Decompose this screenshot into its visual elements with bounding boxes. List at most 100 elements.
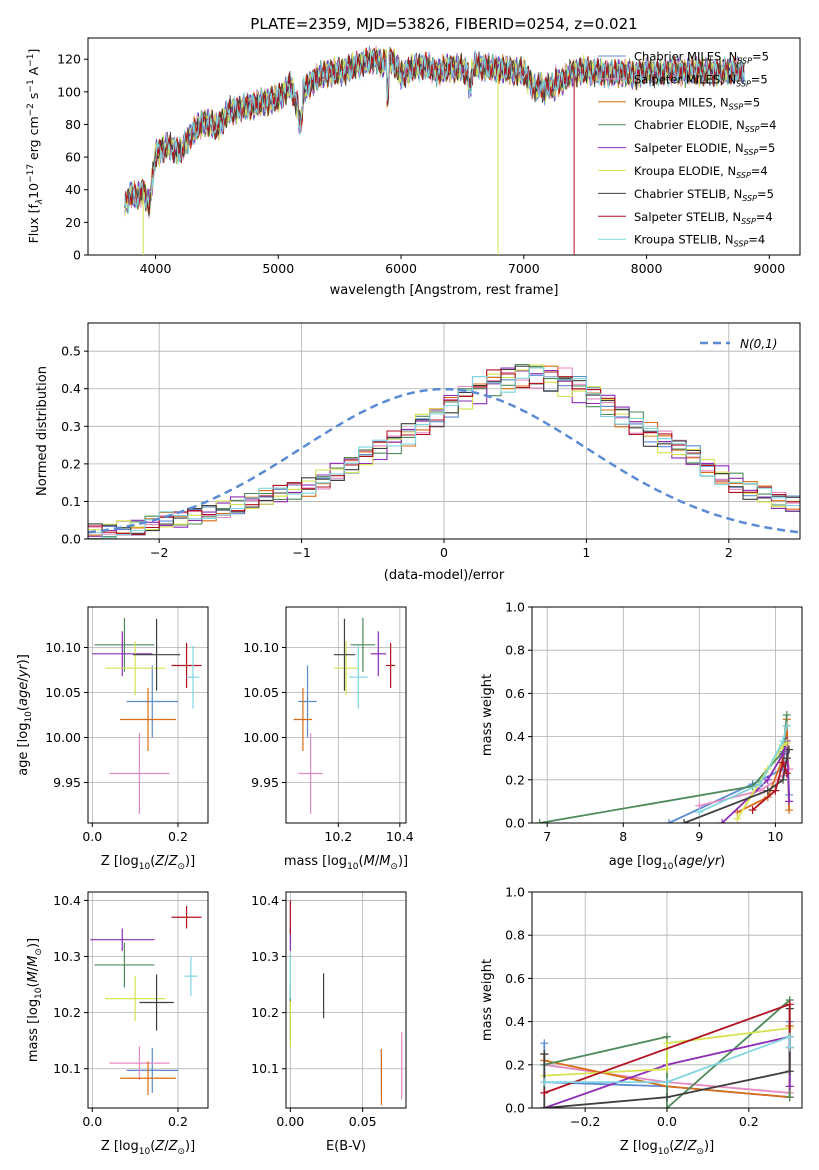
y-tick-label: 100 [57,84,81,99]
weight-point-marker [785,1067,794,1076]
y-tick-label: 10.3 [53,949,81,964]
weight-point-marker [695,808,704,817]
weight-point-marker [763,775,772,784]
spectrum-axes-frame [87,37,801,256]
legend-entry-label: Kroupa MILES, NSSP=5 [634,95,760,111]
y-tick-label: 0.2 [505,1057,525,1072]
axes-frame [285,891,407,1109]
plot-marks [535,711,794,823]
weight-point-marker [771,786,780,795]
weight-point-marker [782,769,791,778]
y-tick-label: 0.8 [505,928,525,943]
y-tick-label: 60 [65,150,81,165]
spectrum-legend: Chabrier MILES, NSSP=5 Salpeter MILES, NS… [598,50,776,249]
y-tick-label: 9.95 [53,775,81,790]
weight-point-marker [718,819,727,823]
weight-point-marker [540,1104,549,1108]
weight-point-marker [540,1078,549,1087]
y-tick-label: 0.5 [61,344,81,359]
x-tick-label: 0.0 [82,1114,102,1129]
weight-point-marker [680,819,689,823]
weight-point-marker [778,749,787,758]
weight-point-marker [748,806,757,815]
weight-point-marker [782,711,791,719]
y-tick-label: 0.4 [505,1014,525,1029]
x-tick-label: 10.2 [324,829,352,844]
weight-point-marker [785,1093,794,1102]
y-tick-label: 10.00 [243,730,279,745]
x-tick-label: 0.0 [657,1114,677,1129]
mass-vs-ebv-panel: 0.00 0.05 10.1 10.2 10.3 10.4 [251,891,407,1129]
weight-point-marker [763,786,772,795]
spectrum-ylabel: Flux [fλ10−17 erg cm−2 s−1 A−1] [26,49,45,244]
legend-entry-label: Kroupa STELIB, NSSP=4 [634,233,765,249]
weight-point-marker [785,1043,794,1052]
age-vs-mass-panel: 10.2 10.4 9.95 10.00 10.05 10.10 [243,606,414,844]
x-tick-label: 10.4 [386,829,414,844]
y-tick-label: 0.4 [505,729,525,744]
plot-marks [90,906,202,1096]
weight-point-marker [782,754,791,763]
weight-series-line [698,725,788,814]
normal-reference-curve [87,387,801,534]
y-tick-label: 0.3 [61,419,81,434]
axes-frame [285,606,407,824]
legend-entry-label: Kroupa ELODIE, NSSP=4 [634,164,768,180]
weight-point-marker [663,1039,671,1048]
x-tick-label: −2 [150,545,168,560]
x-tick-label: 0 [440,545,448,560]
x-tick-label: 8 [619,829,627,844]
age-vs-metallicity-panel: 0.0 0.2 9.95 10.00 10.05 10.10 [45,606,209,844]
y-tick-label: 10.1 [53,1061,81,1076]
residual-histogram-series [88,367,800,539]
legend-entry-label: Chabrier MILES, NSSP=5 [634,50,769,66]
legend-entry-label: Chabrier STELIB, NSSP=5 [634,187,774,203]
weight-vs-age-panel: 7 8 9 10 0.0 0.2 0.4 0.6 0.8 1.0 [505,600,803,844]
weight-point-marker [664,819,673,823]
x-tick-label: 7000 [508,261,540,276]
ageZ-ylabel: age [log10(age/yr)] [16,654,34,776]
y-tick-label: 0.0 [61,532,81,547]
y-tick-label: 0.4 [61,381,81,396]
y-tick-label: 0.0 [505,1101,525,1116]
weight-point-marker [785,797,794,806]
x-tick-label: 0.2 [739,1114,759,1129]
plot-marks [92,617,202,814]
y-tick-label: 0.2 [505,772,525,787]
weight-point-marker [540,1050,549,1058]
residual-histograms [88,363,800,540]
normal-legend-label: N(0,1) [740,337,777,351]
y-tick-label: 10.10 [243,640,279,655]
x-tick-label: 4000 [140,261,172,276]
x-tick-label: 1 [582,545,590,560]
weight-point-marker [733,814,742,823]
weight-point-marker [540,1039,549,1048]
legend-entry-label: Salpeter MILES, NSSP=5 [634,72,768,88]
x-tick-label: 5000 [262,261,294,276]
weight-series-line [544,1035,791,1083]
weight-point-marker [785,806,794,815]
x-tick-label: −0.2 [570,1114,600,1129]
mZ-ylabel: mass [log10(M/M⊙)] [26,938,44,1062]
y-tick-label: 0.8 [505,643,525,658]
weight-point-marker [663,1065,671,1074]
x-tick-label: 0.2 [168,829,188,844]
y-tick-label: 120 [57,52,81,67]
weight-point-marker [756,780,765,789]
x-tick-label: 6000 [385,261,417,276]
spectrum-series-line [124,47,744,212]
y-tick-label: 0.6 [505,971,525,986]
y-tick-label: 0.6 [505,686,525,701]
weight-point-marker [778,736,787,745]
spectrum-lines [124,45,747,255]
weight-point-marker [785,765,794,773]
weight-point-marker [663,1078,671,1087]
y-tick-label: 10.10 [45,640,81,655]
y-tick-label: 0.1 [61,494,81,509]
y-tick-label: 10.3 [251,949,279,964]
y-tick-label: 40 [65,182,81,197]
weight-series-line [752,759,788,811]
y-tick-label: 10.2 [53,1005,81,1020]
axes-frame [87,891,209,1109]
y-tick-label: 1.0 [505,600,525,615]
